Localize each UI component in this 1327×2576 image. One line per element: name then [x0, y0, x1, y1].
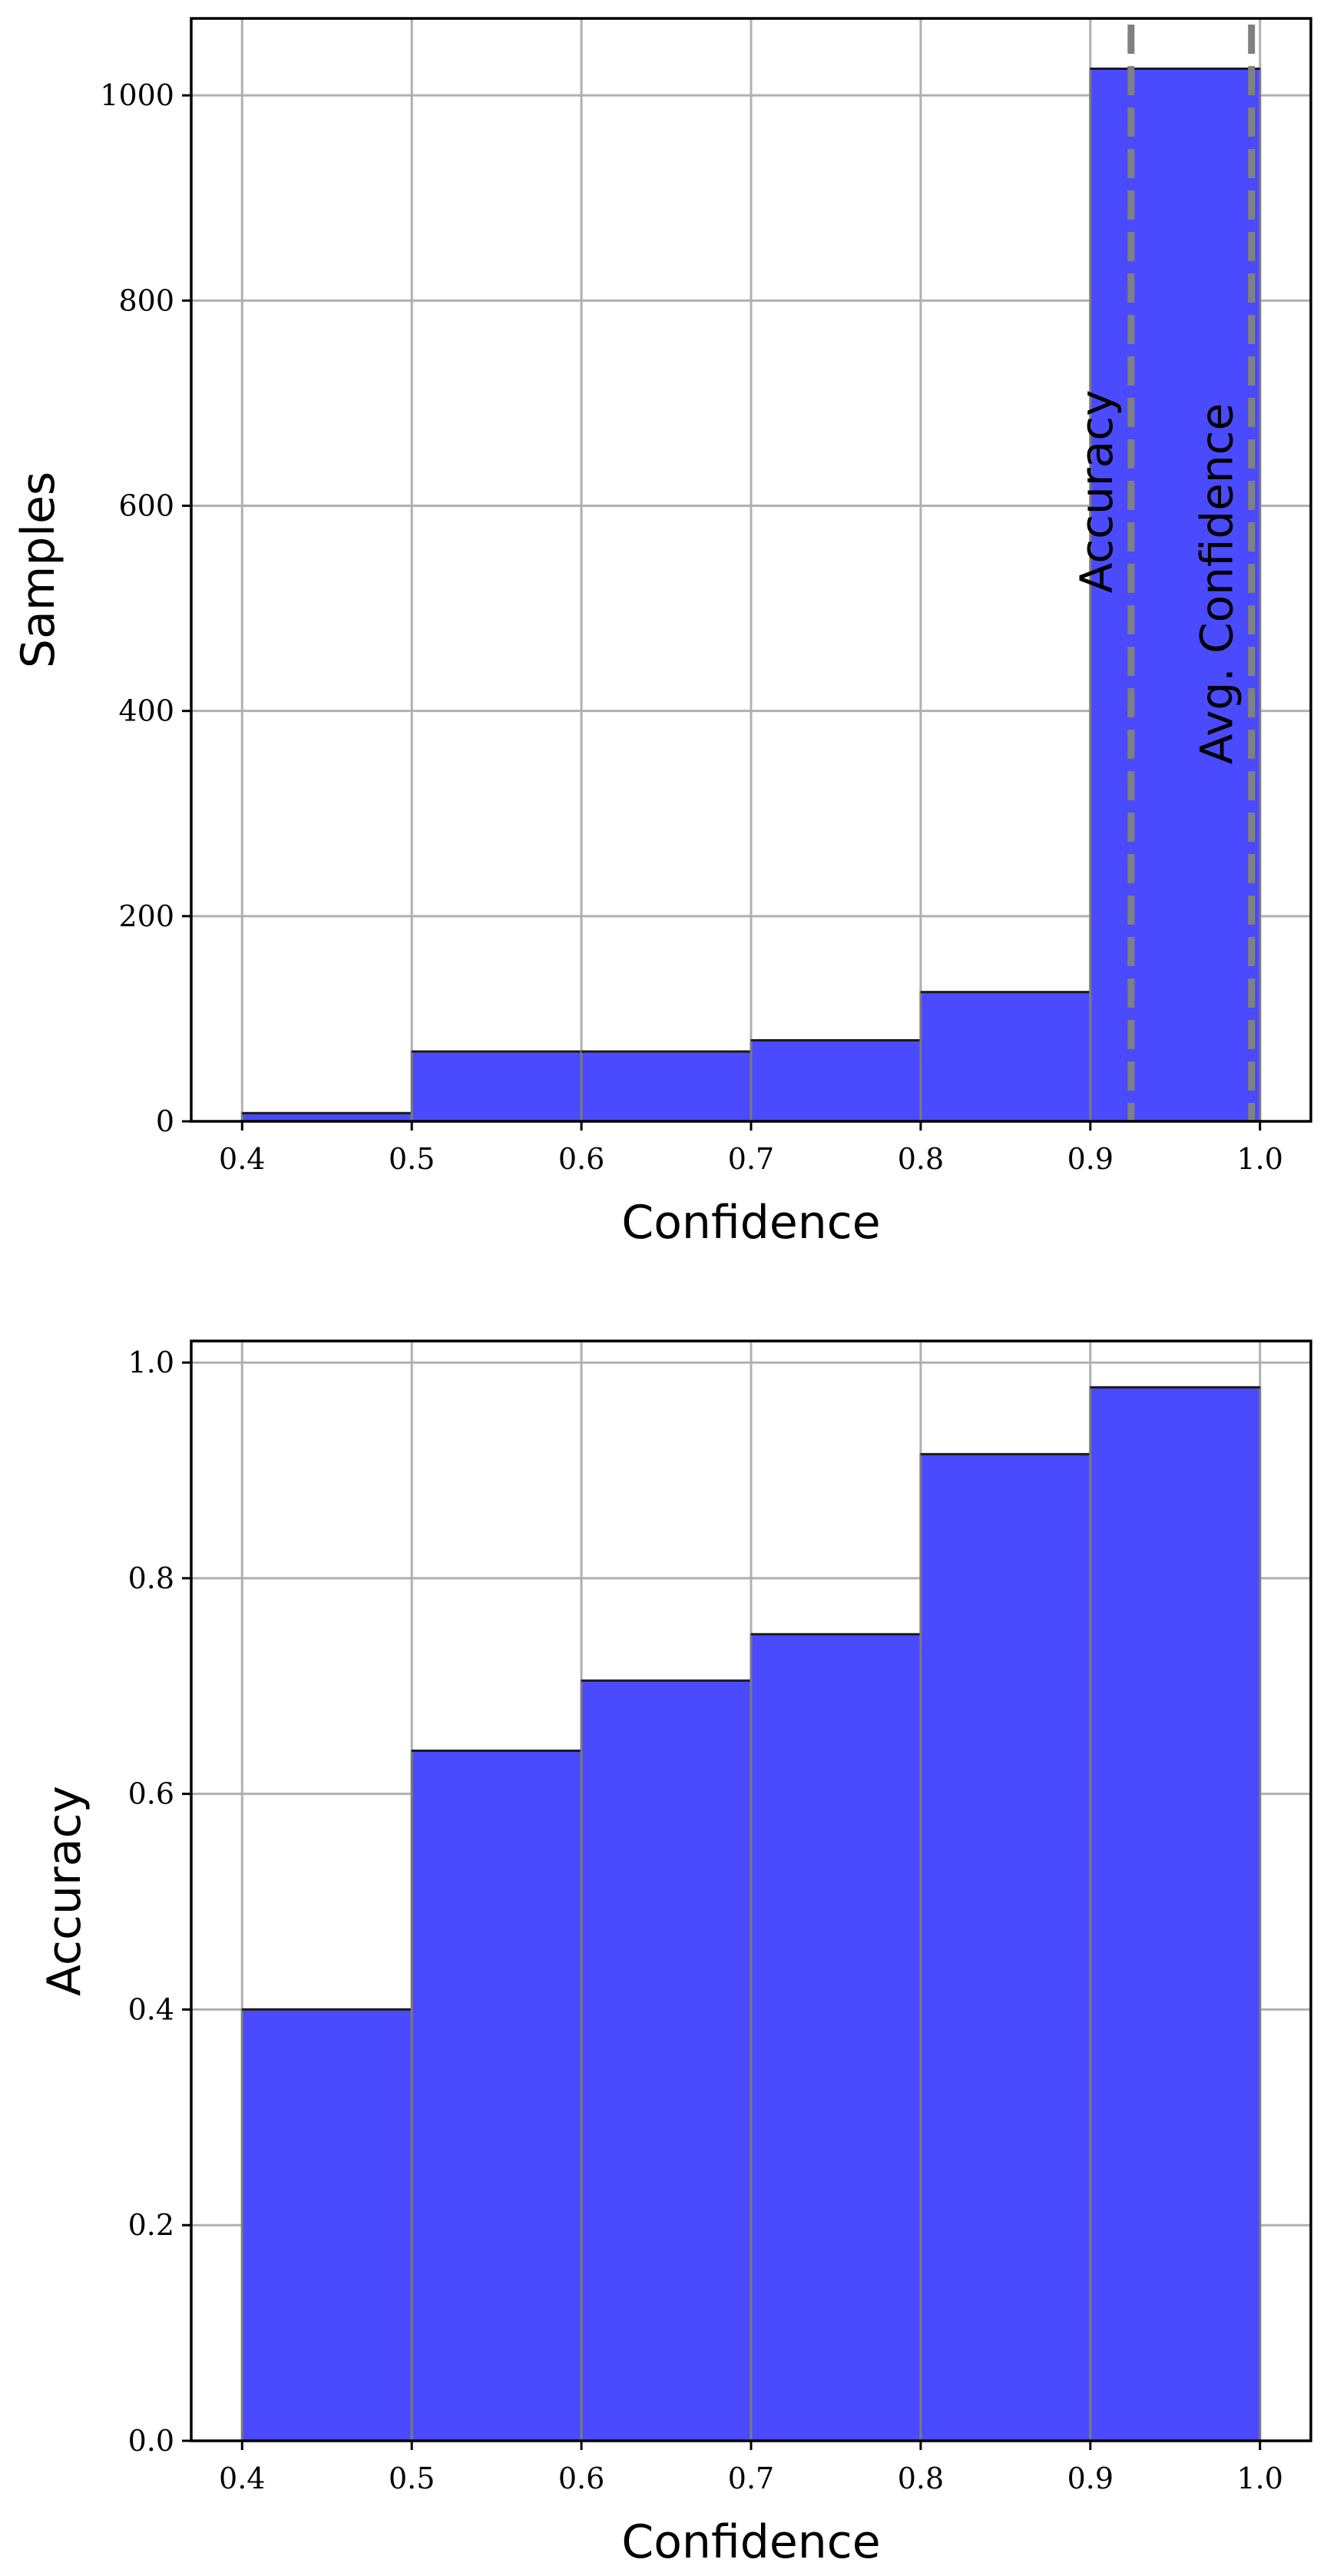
bar: [750, 1038, 922, 1123]
y-tick-label: 800: [118, 283, 174, 317]
x-tick-label: 0.6: [558, 2462, 604, 2495]
x-tick-label: 0.7: [728, 2462, 774, 2495]
x-tick-label: 0.7: [728, 1142, 774, 1176]
y-tick-label: 0.2: [128, 2208, 174, 2242]
y-axis: 0.0 0.2 0.4 0.6 0.8 1.0: [128, 1346, 191, 2458]
bar: [919, 1452, 1092, 2442]
bar: [1089, 67, 1262, 1123]
bar: [580, 1050, 753, 1123]
x-tick-label: 0.5: [389, 1142, 435, 1176]
x-tick-label: 0.6: [558, 1142, 604, 1176]
bars: [240, 1386, 1262, 2442]
bar: [919, 991, 1092, 1123]
bar: [1089, 1386, 1262, 2442]
y-tick-label: 0.4: [128, 1992, 174, 2026]
y-tick-label: 0.6: [128, 1777, 174, 1811]
bars: [240, 67, 1262, 1123]
accuracy-histogram-panel: 0.4 0.5 0.6 0.7 0.8 0.9 1.0 0.0 0.2 0.4 0.6 0.8 1.0 C…: [38, 1339, 1312, 2569]
y-axis-label: Samples: [12, 472, 65, 668]
y-tick-label: 1.0: [128, 1346, 174, 1379]
bar: [410, 1050, 583, 1123]
y-tick-label: 600: [118, 489, 174, 523]
x-tick-label: 0.9: [1067, 2462, 1114, 2495]
reference-line-label: Avg. Confidence: [1191, 403, 1243, 764]
x-axis: 0.4 0.5 0.6 0.7 0.8 0.9 1.0: [219, 2441, 1283, 2495]
y-tick-label: 0.0: [128, 2424, 174, 2458]
reference-line-label: Accuracy: [1071, 390, 1123, 594]
x-tick-label: 0.4: [219, 2462, 265, 2495]
x-tick-label: 0.5: [389, 2462, 435, 2495]
y-tick-label: 400: [118, 694, 174, 728]
x-tick-label: 0.9: [1067, 1142, 1114, 1176]
x-tick-label: 1.0: [1237, 2462, 1283, 2495]
y-tick-label: 0: [156, 1104, 174, 1138]
x-axis-label: Confidence: [621, 1196, 880, 1250]
x-axis-label: Confidence: [621, 2515, 880, 2569]
bar: [240, 2008, 413, 2442]
y-tick-label: 200: [118, 899, 174, 933]
x-tick-label: 1.0: [1237, 1142, 1283, 1176]
x-tick-label: 0.8: [898, 2462, 944, 2495]
y-tick-label: 0.8: [128, 1561, 174, 1595]
y-tick-label: 1000: [100, 78, 174, 112]
x-axis: 0.4 0.5 0.6 0.7 0.8 0.9 1.0: [219, 1121, 1283, 1176]
bar: [410, 1749, 583, 2442]
y-axis: 0 200 400 600 800 1000: [100, 78, 191, 1138]
bar: [750, 1633, 922, 2442]
x-tick-label: 0.4: [219, 1142, 265, 1176]
bar: [580, 1679, 753, 2442]
x-tick-label: 0.8: [898, 1142, 944, 1176]
y-axis-label: Accuracy: [38, 1786, 91, 1996]
